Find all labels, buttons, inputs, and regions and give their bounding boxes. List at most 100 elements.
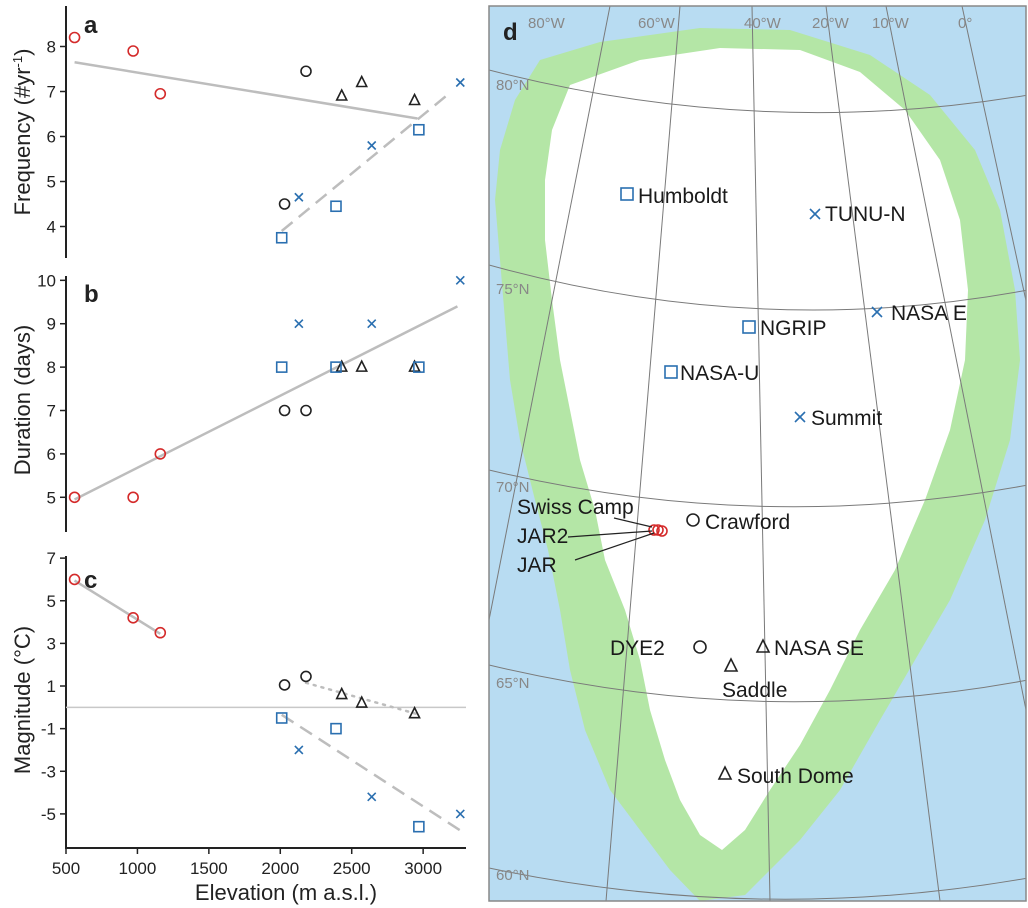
panel-b-ytick-label: 10 — [37, 271, 56, 290]
site-label-swiss-camp: Swiss Camp — [517, 496, 634, 519]
panel-b-ytick-label: 8 — [47, 358, 56, 377]
map-panel-d: 80°W 60°W 40°W 20°W 10°W 0° 80°N 75°N 70… — [489, 6, 1028, 901]
panel-c-point-blue-x — [368, 793, 376, 801]
lon-label-60w: 60°W — [638, 15, 676, 32]
panel-c-ytick-label: 1 — [47, 677, 56, 696]
panel-a-fit-lines — [75, 62, 449, 231]
panel-a-point-blue-square — [277, 233, 287, 243]
panel-a-letter: a — [84, 12, 98, 39]
panel-c-magnitude: c Magnitude (°C) 7531-1-3-5 — [10, 549, 466, 848]
panel-b-fit-lines — [75, 306, 458, 499]
panel-c-fit-solid — [75, 581, 161, 634]
panel-c-ytick-label: -3 — [41, 762, 56, 781]
site-label-south-dome: South Dome — [737, 765, 854, 788]
panel-b-ytick-label: 5 — [47, 488, 56, 507]
site-label-dye2: DYE2 — [610, 637, 665, 660]
panel-b-point-red-circle — [128, 492, 138, 502]
panel-a-frequency: a Frequency (#yr-1) 4 5 6 7 8 — [10, 6, 464, 258]
lat-label-70n: 70°N — [496, 479, 530, 496]
x-axis-label: Elevation (m a.s.l.) — [195, 880, 377, 905]
x-axis-ticks: 500 1000 1500 2000 2500 3000 — [52, 848, 442, 878]
lon-label-80w: 80°W — [528, 15, 566, 32]
panel-b-points — [70, 276, 465, 502]
panel-c-y-label: Magnitude (°C) — [10, 626, 35, 774]
panel-a-point-blue-x — [368, 142, 376, 150]
x-tick-label: 2000 — [261, 859, 299, 878]
x-tick-label: 1500 — [190, 859, 228, 878]
site-label-nasa-u: NASA-U — [680, 362, 759, 385]
panel-a-point-blue-square — [331, 201, 341, 211]
panel-c-ytick-label: -1 — [41, 720, 56, 739]
panel-a-points — [70, 33, 465, 243]
panel-c-point-blue-x — [295, 746, 303, 754]
site-label-nasa-e: NASA E — [891, 302, 967, 325]
lat-label-75n: 75°N — [496, 281, 530, 298]
panel-b-duration: b Duration (days) 5 6 7 8 9 10 — [10, 271, 464, 532]
shared-x-axis: 500 1000 1500 2000 2500 3000 Elevation (m a.s… — [52, 848, 442, 905]
panel-b-point-blue-x — [456, 276, 464, 284]
panel-b-point-blue-x — [295, 320, 303, 328]
panel-c-ytick-label: 7 — [47, 549, 56, 568]
lon-label-0: 0° — [958, 15, 972, 32]
panel-c-ytick-label: -5 — [41, 805, 56, 824]
panel-a-ytick-label: 4 — [47, 218, 56, 237]
lat-label-60n: 60°N — [496, 867, 530, 884]
panel-a-point-black-circle — [280, 199, 290, 209]
panel-a-y-label: Frequency (#yr-1) — [10, 49, 35, 216]
panel-b-ytick-label: 9 — [47, 315, 56, 334]
panel-a-ytick-label: 7 — [47, 83, 56, 102]
site-label-humboldt: Humboldt — [638, 185, 728, 208]
x-tick-label: 2500 — [333, 859, 371, 878]
panel-c-ytick-label: 3 — [47, 634, 56, 653]
panel-b-fit-solid — [75, 306, 458, 499]
panel-c-point-blue-x — [456, 810, 464, 818]
lon-label-40w: 40°W — [744, 15, 782, 32]
panel-a-point-black-triangle — [337, 90, 347, 100]
panel-b-y-ticks: 5 6 7 8 9 10 — [37, 271, 66, 507]
lat-label-65n: 65°N — [496, 675, 530, 692]
site-label-ngrip: NGRIP — [760, 317, 827, 340]
site-label-saddle: Saddle — [722, 679, 787, 702]
panel-b-point-black-circle — [280, 406, 290, 416]
panel-c-point-black-circle — [280, 680, 290, 690]
panel-c-fit-dashed — [282, 715, 466, 834]
site-label-jar2: JAR2 — [517, 525, 568, 548]
panel-a-ytick-label: 8 — [47, 38, 56, 57]
panel-b-point-blue-x — [368, 320, 376, 328]
site-label-jar: JAR — [517, 554, 557, 577]
panel-c-point-black-circle — [301, 671, 311, 681]
panel-b-point-black-triangle — [357, 361, 367, 371]
panel-a-point-blue-square — [414, 125, 424, 135]
panel-b-y-label: Duration (days) — [10, 325, 35, 475]
panel-b-ytick-label: 7 — [47, 402, 56, 421]
panel-a-point-red-circle — [155, 89, 165, 99]
panel-c-point-blue-square — [414, 822, 424, 832]
x-tick-label: 500 — [52, 859, 80, 878]
panel-a-point-black-triangle — [357, 77, 367, 87]
panel-a-ytick-label: 5 — [47, 173, 56, 192]
site-label-nasa-se: NASA SE — [774, 637, 864, 660]
panel-d-letter: d — [503, 19, 518, 46]
panel-b-ytick-label: 6 — [47, 445, 56, 464]
panel-a-fit-dashed — [282, 94, 449, 231]
panel-c-point-black-triangle — [357, 697, 367, 707]
lon-label-10w: 10°W — [872, 15, 910, 32]
panel-b-letter: b — [84, 281, 99, 308]
panel-a-ytick-label: 6 — [47, 128, 56, 147]
panel-a-point-red-circle — [70, 33, 80, 43]
lon-label-20w: 20°W — [812, 15, 850, 32]
panel-c-ytick-label: 5 — [47, 592, 56, 611]
panel-c-y-ticks: 7 5 3 1 -1 -3 -5 — [41, 549, 66, 824]
panel-a-point-black-circle — [301, 66, 311, 76]
panel-c-point-blue-square — [331, 724, 341, 734]
lat-label-80n: 80°N — [496, 77, 530, 94]
panel-a-point-blue-x — [295, 193, 303, 201]
panel-a-point-blue-x — [456, 79, 464, 87]
panel-b-point-blue-square — [277, 362, 287, 372]
x-tick-label: 1000 — [119, 859, 157, 878]
panel-a-y-ticks: 4 5 6 7 8 — [47, 38, 66, 237]
site-label-tunu-n: TUNU-N — [825, 203, 905, 226]
panel-a-point-black-triangle — [410, 95, 420, 105]
panel-a-point-red-circle — [128, 46, 138, 56]
